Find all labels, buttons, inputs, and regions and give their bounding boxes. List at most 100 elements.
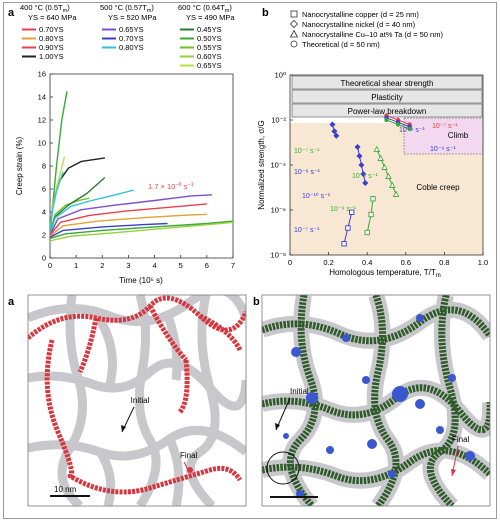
legend-a-temp-close: )	[151, 3, 154, 12]
legend-a-temp-text: 600 °C (0.64T	[178, 3, 225, 12]
legend-b-item: Nanocrystalline Cu–10 at% Ta (d = 50 nm)	[302, 30, 443, 39]
panel-a-ytick-label: 2	[42, 231, 46, 240]
panel-b-rate-label: 10⁻⁷ s⁻¹	[432, 123, 458, 130]
panel-a-ytick-label: 6	[42, 185, 46, 194]
panel-a-series-line	[50, 222, 168, 238]
panel-b-point-triangle	[373, 145, 381, 152]
legend-a-temp-sub: m	[225, 8, 230, 14]
panel-b-point-triangle	[381, 163, 388, 170]
panel-b-xlabel-sub: m	[436, 273, 441, 279]
panel-a-ytick-label: 12	[38, 116, 46, 125]
panel-b-rate-label: 10⁻⁸ s⁻¹	[294, 169, 321, 176]
panel-c-scale-label: 10 nm	[54, 485, 77, 494]
panel-d-image	[262, 295, 490, 506]
rate-exp: −6	[175, 182, 181, 188]
legend-b-marker-circle	[290, 40, 298, 48]
panel-b-label: b	[262, 7, 269, 19]
panel-b-point-triangle	[385, 172, 392, 179]
panel-a-legend: 400 °C (0.5Tm)YS = 640 MPa0.70YS0.80YS0.…	[20, 3, 235, 70]
legend-b-item: Theoretical (d = 50 nm)	[302, 40, 380, 49]
panel-d-initial-label: Initial	[290, 387, 309, 396]
panel-c-initial-arrowhead	[121, 425, 126, 432]
panel-b-point-triangle	[389, 181, 396, 188]
panel-d-highlight-circle	[266, 451, 300, 485]
panel-b-point-circle	[407, 126, 412, 132]
panel-b-legend: Nanocrystalline copper (d = 25 nm) Nanocr…	[289, 10, 443, 49]
legend-a-item: 0.90YS	[39, 43, 64, 52]
region-climb-box	[403, 117, 484, 155]
panel-d-final-boundaries	[262, 295, 490, 506]
panel-b-axes: Theoretical shear strength Plasticity Po…	[270, 71, 488, 268]
panel-b-xlabel: Homologous temperature, T/Tm	[329, 268, 441, 279]
panel-b-series	[329, 113, 412, 247]
legend-a-temp-close: )	[229, 3, 232, 12]
panel-b-point-square	[368, 211, 374, 218]
panel-a-xtick-label: 3	[126, 261, 130, 270]
legend-a-item: 0.65YS	[197, 61, 222, 70]
panel-a-label: a	[8, 7, 15, 19]
panel-a-xtick-label: 5	[179, 261, 183, 270]
panel-b-ytick-label: 10⁻⁴	[270, 161, 286, 170]
legend-a-item: 0.80YS	[119, 43, 144, 52]
region-climb-label: Climb	[448, 131, 469, 140]
panel-b-rate-label: 10⁻⁶ s⁻¹	[352, 173, 379, 180]
panel-a-xtick-label: 2	[100, 261, 104, 270]
panel-c-final-marker	[187, 467, 193, 473]
panel-b-ytick-label: 10⁻⁶	[271, 206, 286, 215]
legend-a-ys: YS = 640 MPa	[28, 13, 77, 22]
panel-b-ytick-label: 10⁰	[275, 71, 286, 80]
panel-d-final-label: Final	[452, 435, 470, 444]
panel-a-series-line	[50, 194, 213, 236]
panel-a-ytick-label: 0	[42, 254, 46, 263]
panel-b-xtick-label: 0.6	[401, 258, 411, 267]
legend-a-item: 0.50YS	[197, 34, 222, 43]
region-theoretical-label: Theoretical shear strength	[341, 79, 434, 88]
panel-c-final-label: Final	[180, 451, 198, 460]
legend-a-item: 0.70YS	[39, 25, 64, 34]
panel-a-xtick-label: 6	[205, 261, 209, 270]
panel-d-frame	[261, 294, 491, 507]
panel-a-ytick-label: 14	[38, 93, 46, 102]
panel-b-point-diamond	[329, 121, 336, 128]
panel-d-final-arrowhead	[451, 469, 456, 476]
panel-b-point-diamond	[360, 170, 367, 178]
panel-b-point-diamond	[354, 143, 361, 151]
panel-b-xtick-label: 0.4	[362, 258, 372, 267]
legend-a-temp: 400 °C (0.5Tm)	[20, 3, 70, 14]
panel-b-point-triangle	[392, 190, 400, 197]
panel-b-point-diamond	[333, 132, 340, 139]
panel-b-ylabel: Normalized strength, σ/G	[257, 120, 266, 209]
legend-b-item: Nanocrystalline copper (d = 25 nm)	[302, 10, 419, 19]
legend-a-ys: YS = 490 MPa	[186, 13, 235, 22]
panel-b-xtick-label: 0.2	[323, 258, 333, 267]
panel-c-initial-label: Initial	[131, 396, 150, 405]
legend-a-item: 0.80YS	[39, 34, 64, 43]
region-powerlaw-label: Power-law breakdown	[348, 107, 427, 116]
panel-b-rate-label: 10⁻⁹ s⁻¹	[399, 127, 426, 134]
panel-a-ytick-label: 4	[42, 208, 46, 217]
panel-b-point-square	[345, 225, 351, 231]
panel-a-xlabel: Time (10⁵ s)	[119, 276, 163, 285]
legend-a-temp-close: )	[67, 3, 70, 12]
rate-unit-exp: −1	[187, 182, 193, 188]
panel-c-label: a	[8, 296, 15, 308]
panel-a-ylabel: Creep strain (%)	[15, 137, 24, 196]
panel-b-point-square	[349, 209, 355, 215]
panel-b-ytick-label: 10⁻⁸	[271, 251, 286, 260]
legend-b-marker-diamond	[289, 19, 299, 29]
legend-a-ys: YS = 520 MPa	[108, 13, 157, 22]
panel-b-xtick-label: 1.0	[478, 258, 488, 267]
legend-a-item: 0.65YS	[119, 25, 144, 34]
panel-a-xtick-label: 0	[48, 261, 52, 270]
panel-b-xtick-label: 0.8	[439, 258, 449, 267]
region-coble-label: Coble creep	[416, 183, 460, 192]
panel-d-precipitates	[283, 314, 475, 498]
legend-a-item: 1.00YS	[39, 52, 64, 61]
panel-d-label: b	[253, 296, 260, 308]
panel-c-frame	[27, 294, 247, 507]
panel-b-point-square	[341, 241, 347, 247]
panel-b-point-diamond	[358, 161, 365, 169]
panel-a-series-line	[50, 203, 207, 236]
panel-c-final-arrow	[183, 461, 189, 471]
